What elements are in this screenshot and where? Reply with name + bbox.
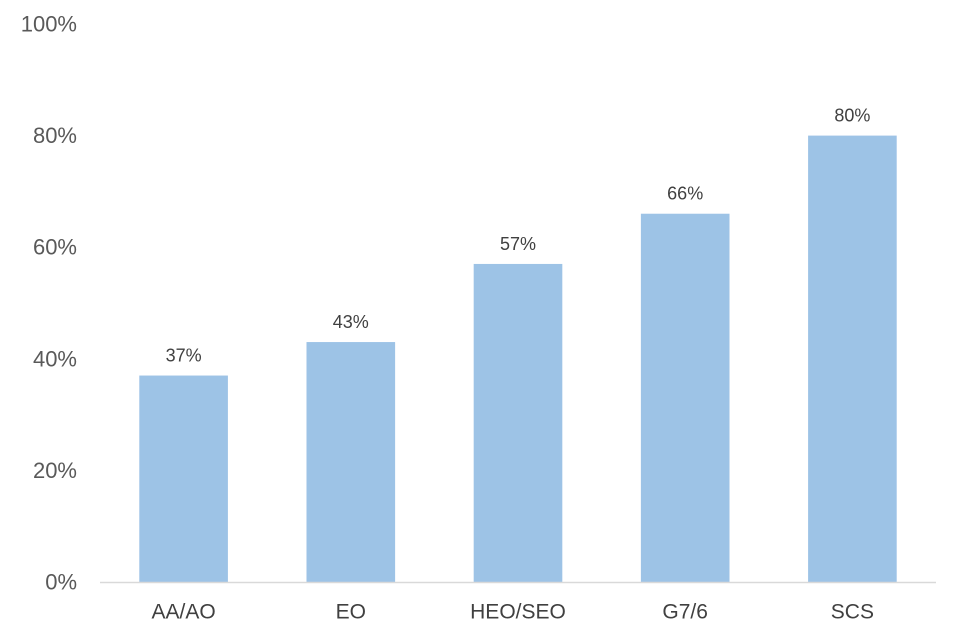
- y-tick-label: 20%: [33, 458, 77, 483]
- data-label: 80%: [834, 106, 870, 126]
- y-tick-label: 40%: [33, 346, 77, 371]
- data-labels: 37% 43% 57% 66% 80%: [166, 106, 871, 366]
- x-tick-label: EO: [336, 601, 366, 624]
- y-tick-label: 0%: [45, 570, 77, 595]
- x-tick-label: SCS: [831, 601, 874, 624]
- x-axis-ticks: AA/AO EO HEO/SEO G7/6 SCS: [151, 601, 873, 624]
- y-tick-label: 80%: [33, 123, 77, 148]
- bar-aa-ao: [139, 375, 228, 582]
- data-label: 57%: [500, 234, 536, 254]
- x-tick-label: AA/AO: [151, 601, 215, 624]
- data-label: 43%: [333, 312, 369, 332]
- data-label: 66%: [667, 184, 703, 204]
- x-tick-label: G7/6: [662, 601, 708, 624]
- bar-g7-6: [640, 213, 730, 582]
- bars: [139, 135, 897, 582]
- bar-scs: [808, 135, 897, 582]
- y-tick-label: 60%: [33, 235, 77, 260]
- y-tick-label: 100%: [21, 12, 77, 37]
- bar-heo-seo: [473, 263, 563, 582]
- y-axis-ticks: 0% 20% 40% 60% 80% 100%: [21, 12, 77, 595]
- x-tick-label: HEO/SEO: [470, 601, 566, 624]
- data-label: 37%: [166, 346, 202, 366]
- bar-eo: [306, 342, 396, 582]
